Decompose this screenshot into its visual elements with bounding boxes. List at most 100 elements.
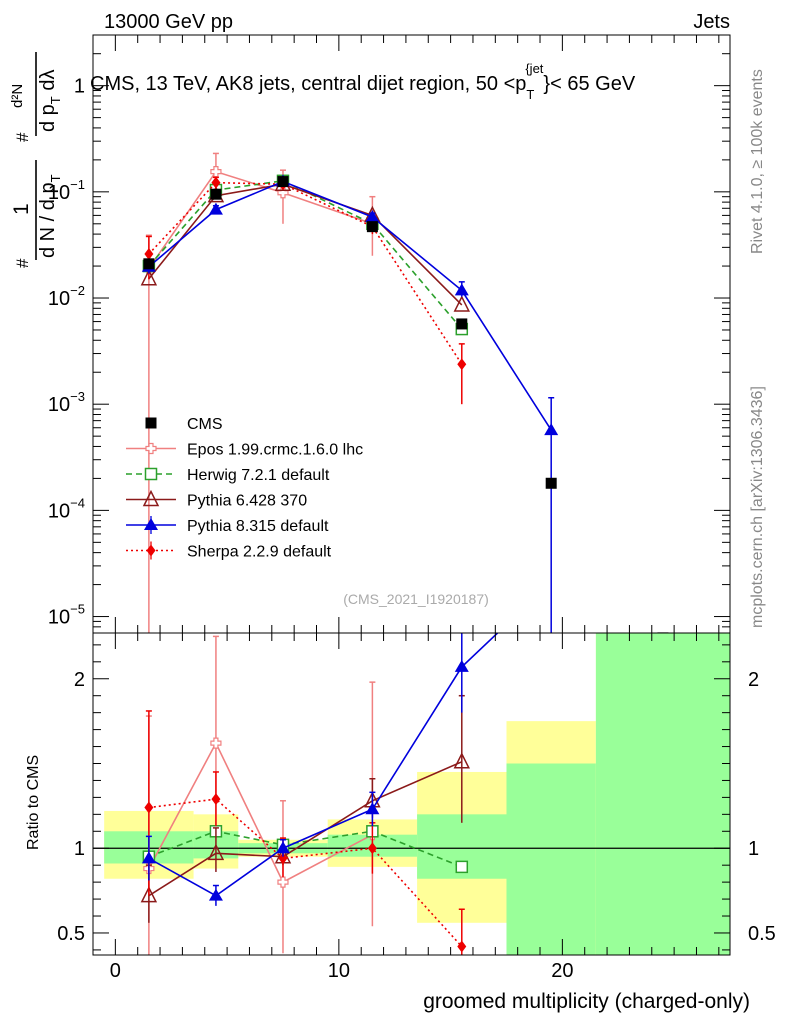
- main-y-tick-label: 10−2: [48, 283, 85, 310]
- main-y-tick-label: 10−1: [48, 177, 85, 204]
- main-y-tick-exp: −2: [70, 283, 85, 298]
- main-point-pythia8: [208, 202, 223, 215]
- main-line-pythia8: [148, 180, 552, 431]
- main-y-tick-base: 10: [48, 182, 70, 204]
- chart-title-pre: CMS, 13 TeV, AK8 jets, central dijet reg…: [90, 73, 526, 95]
- main-y-ticks: 10−510−410−310−210−11: [48, 34, 730, 634]
- main-point-cms: [143, 258, 155, 270]
- main-point-pythia8: [544, 423, 559, 436]
- x-tick-label: 20: [551, 960, 573, 982]
- legend-marker-pythia6: [142, 489, 160, 507]
- main-x-ticks: [92, 35, 720, 633]
- ratio-y-tick-label-right: 1: [748, 838, 759, 860]
- main-y-tick-base: 10: [48, 607, 70, 629]
- y-axis-label: # 1 d N / d pT # d²N d pT dλ: [9, 52, 63, 268]
- legend-item-herwig: Herwig 7.2.1 default: [126, 467, 330, 484]
- legend-item-sherpa: Sherpa 2.2.9 default: [126, 541, 332, 561]
- main-point-cms: [545, 477, 557, 489]
- main-plot-area: [140, 152, 669, 633]
- main-y-tick-exp: −1: [70, 177, 85, 192]
- ratio-point-sherpa: [457, 940, 467, 953]
- main-series-cms: [143, 176, 669, 633]
- header-category-label: Jets: [693, 11, 730, 33]
- main-line-herwig: [148, 179, 463, 330]
- main-y-tick-base: 10: [48, 288, 70, 310]
- ratio-band-green: [506, 763, 596, 955]
- main-y-tick-base: 1: [74, 76, 85, 98]
- ratio-x-ticks: 0 10 20: [92, 633, 720, 982]
- legend-item-epos: Epos 1.99.crmc.1.6.0 lhc: [126, 442, 363, 459]
- legend-marker-herwig: [144, 467, 158, 481]
- main-y-tick-label: 10−5: [48, 602, 85, 629]
- legend-marker-pythia8: [144, 518, 158, 530]
- chart-title: CMS, 13 TeV, AK8 jets, central dijet reg…: [90, 61, 636, 102]
- ratio-line-sherpa: [148, 798, 463, 948]
- ratio-series-pythia8: [141, 633, 499, 906]
- y-label-num-den: d pT dλ: [37, 70, 63, 132]
- ratio-point-pythia6: [140, 886, 158, 903]
- y-label-hash: #: [13, 258, 32, 268]
- x-tick-label: 0: [110, 960, 121, 982]
- y-label-hash-2: #: [13, 132, 32, 142]
- ratio-plot-area: [93, 633, 730, 955]
- main-y-tick-label: 10−4: [48, 495, 85, 522]
- x-axis-label: groomed multiplicity (charged-only): [423, 990, 750, 1013]
- mcplots-label: mcplots.cern.ch [arXiv:1306.3436]: [749, 386, 766, 628]
- ratio-y-ticks: 0.5 0.5 1 1 2 2: [57, 644, 776, 951]
- legend-label-cms: CMS: [187, 416, 223, 433]
- main-point-pythia6: [140, 269, 158, 286]
- main-series-pythia6: [140, 174, 471, 312]
- legend-label-sherpa: Sherpa 2.2.9 default: [187, 544, 332, 561]
- ratio-y-tick-label-left: 2: [74, 669, 85, 691]
- main-y-tick-exp: −3: [70, 389, 85, 404]
- ratio-y-tick-label-left: 1: [74, 838, 85, 860]
- ratio-point-sherpa: [211, 793, 221, 806]
- legend-item-cms: CMS: [145, 416, 223, 433]
- ratio-point-epos: [277, 876, 289, 888]
- legend-label-herwig: Herwig 7.2.1 default: [187, 467, 330, 484]
- main-line-sherpa: [148, 181, 463, 365]
- ratio-y-tick-label-right: 2: [748, 669, 759, 691]
- main-point-sherpa: [457, 358, 467, 371]
- main-y-tick-exp: −4: [70, 495, 85, 510]
- legend-marker-epos: [145, 442, 157, 455]
- legend-label-pythia6: Pythia 6.428 370: [187, 493, 307, 510]
- ratio-point-epos: [210, 737, 222, 749]
- ratio-panel: 0.5 0.5 1 1 2 2 0 10 20 Ratio to CMS groomed mu…: [25, 632, 776, 1013]
- header-energy-label: 13000 GeV pp: [104, 11, 233, 33]
- ratio-point-pythia8: [275, 841, 290, 854]
- legend-marker-cms: [145, 417, 157, 429]
- main-y-tick-exp: −5: [70, 602, 85, 617]
- ratio-point-sherpa: [144, 801, 154, 814]
- y-label-numerator: d²N: [9, 84, 26, 108]
- main-y-tick-label: 1: [74, 76, 85, 98]
- ratio-band-green: [595, 633, 730, 955]
- main-point-cms: [210, 188, 222, 200]
- y-label-den-sub: T: [48, 174, 63, 182]
- y-label-denominator: d N / d pT: [37, 174, 63, 258]
- y-label-lambda: dλ: [37, 70, 59, 97]
- main-series-epos: [143, 152, 378, 633]
- main-line-epos: [148, 170, 373, 269]
- main-point-cms: [277, 176, 289, 188]
- main-series-sherpa: [144, 176, 467, 405]
- rivet-version-label: Rivet 4.1.0, ≥ 100k events: [749, 69, 766, 254]
- main-point-pythia8: [454, 283, 469, 296]
- ratio-y-axis-label: Ratio to CMS: [25, 755, 42, 850]
- ratio-point-sherpa: [367, 842, 377, 855]
- y-label-den-text: d N / d p: [37, 182, 59, 258]
- chart-title-post: }< 65 GeV: [543, 73, 635, 95]
- y-label-num-den-text: d p: [37, 104, 59, 132]
- ratio-y-tick-label-right: 0.5: [748, 923, 776, 945]
- ratio-point-pythia8: [454, 659, 469, 672]
- ratio-point-pythia8: [365, 802, 380, 815]
- ratio-point-pythia6: [453, 752, 471, 769]
- chart-title-sup: {jet: [525, 61, 543, 76]
- legend-label-epos: Epos 1.99.crmc.1.6.0 lhc: [187, 442, 363, 459]
- legend: CMS Epos 1.99.crmc.1.6.0 lhc Herwig 7.2.1 …: [126, 416, 363, 561]
- ratio-point-sherpa: [278, 852, 288, 865]
- ratio-point-pythia6: [207, 843, 225, 861]
- ratio-line-pythia8: [148, 633, 499, 897]
- main-y-tick-label: 10−3: [48, 389, 85, 416]
